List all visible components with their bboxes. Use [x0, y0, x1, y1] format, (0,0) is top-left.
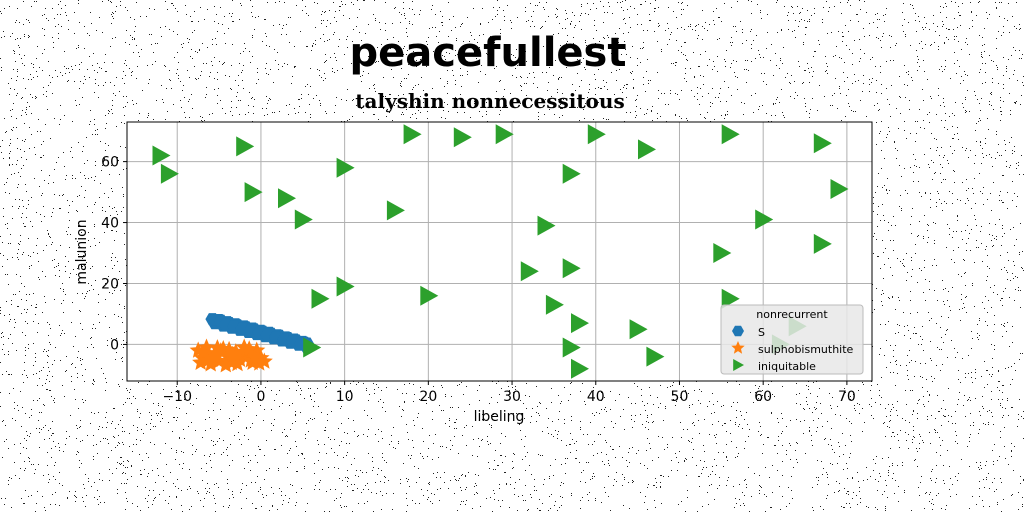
x-tick-label: 0	[256, 389, 265, 405]
series-s	[205, 313, 314, 354]
data-point	[160, 163, 179, 184]
y-tick-label: 20	[101, 276, 119, 292]
x-axis-label: libeling	[474, 409, 525, 425]
data-point	[721, 124, 740, 145]
legend-label: sulphobismuthite	[758, 343, 854, 356]
legend-marker	[733, 359, 744, 371]
data-point	[562, 258, 581, 279]
data-point	[386, 200, 405, 221]
data-point	[562, 163, 581, 184]
x-tick-label: 30	[503, 389, 521, 405]
data-point	[713, 243, 732, 263]
data-point	[250, 354, 268, 371]
data-point	[813, 233, 832, 254]
data-point	[629, 319, 648, 340]
plot-frame	[126, 121, 873, 382]
data-point	[403, 124, 422, 145]
series-sulphobismuthite	[189, 338, 273, 373]
legend-label: iniquitable	[758, 360, 816, 373]
data-point	[336, 157, 355, 178]
y-axis-label: malunion	[74, 219, 90, 284]
legend-box	[720, 304, 864, 375]
data-point	[152, 145, 171, 166]
x-tick-label: 20	[419, 389, 437, 405]
data-point	[303, 337, 322, 358]
data-point	[571, 358, 589, 379]
x-tick-label: 60	[754, 389, 772, 405]
data-point	[255, 352, 273, 369]
x-tick-label: −10	[162, 389, 192, 405]
data-point	[545, 294, 564, 315]
data-point	[520, 261, 539, 282]
series-iniquitable	[152, 124, 849, 379]
data-point	[646, 346, 665, 367]
data-point	[198, 351, 216, 369]
data-point	[217, 356, 235, 373]
data-point	[537, 215, 556, 236]
legend-marker	[732, 325, 744, 337]
data-point	[294, 209, 313, 230]
legend-label: S	[758, 326, 765, 339]
chart-suptitle: peacefullest	[350, 30, 627, 76]
data-point	[453, 127, 472, 148]
data-point	[223, 345, 241, 363]
x-tick-label: 40	[587, 389, 605, 405]
legend-marker	[731, 341, 745, 354]
data-point	[236, 136, 255, 157]
data-point	[571, 313, 589, 334]
data-point	[638, 139, 656, 160]
x-tick-label: 10	[336, 389, 354, 405]
data-point	[336, 276, 355, 297]
data-point	[420, 285, 439, 306]
data-point	[562, 337, 581, 358]
data-point	[830, 179, 849, 199]
x-tick-label: 70	[838, 389, 856, 405]
data-point	[721, 288, 740, 309]
data-point	[240, 340, 258, 357]
y-tick-label: 0	[110, 337, 119, 353]
data-point	[244, 182, 263, 203]
data-point	[495, 124, 514, 145]
y-tick-label: 40	[101, 216, 119, 232]
legend-title: nonrecurrent	[756, 308, 828, 321]
data-point	[278, 188, 296, 209]
x-tick-label: 50	[671, 389, 689, 405]
data-point	[228, 354, 247, 372]
data-point	[587, 124, 606, 145]
y-tick-label: 60	[101, 155, 119, 171]
data-point	[311, 288, 330, 309]
chart-title: talyshin nonnecessitous	[355, 89, 624, 113]
data-point	[755, 209, 774, 230]
data-point	[813, 133, 832, 154]
